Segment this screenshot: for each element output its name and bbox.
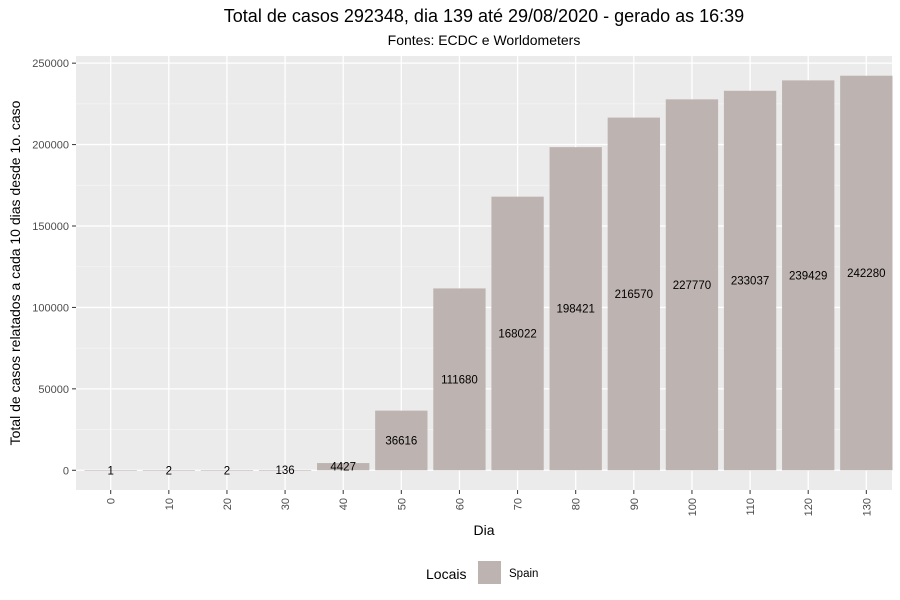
bar-70 (491, 196, 544, 471)
y-tick-label: 50000 (38, 384, 69, 396)
legend-label-spain: Spain (509, 568, 538, 580)
y-tick-label: 250000 (32, 58, 69, 70)
y-tick-label: 200000 (32, 140, 69, 152)
y-axis-title: Total de casos relatados a cada 10 dias … (7, 100, 23, 445)
legend-title: Locais (426, 566, 466, 582)
bar-80 (549, 147, 602, 471)
bar-0 (84, 470, 137, 471)
x-axis-title: Dia (473, 522, 494, 538)
bar-30 (258, 470, 312, 471)
data-label-80: 198421 (557, 304, 595, 316)
data-label-120: 239429 (789, 270, 827, 282)
bar-100 (665, 99, 719, 471)
bar-60 (433, 288, 486, 471)
chart-title: Total de casos 292348, dia 139 até 29/08… (224, 6, 744, 26)
data-labels: 1 2 2 136 4427 36616 111680 168022 198421 216570 2… (107, 268, 885, 477)
x-tick-label: 60 (454, 498, 466, 510)
data-label-0: 1 (107, 465, 113, 477)
data-label-100: 227770 (673, 280, 711, 292)
x-tick-label: 50 (396, 498, 408, 510)
data-label-90: 216570 (615, 289, 653, 301)
x-axis: 0 10 20 30 40 50 60 70 80 90 100 110 120 130 (106, 490, 873, 516)
x-tick-label: 10 (164, 498, 176, 510)
x-tick-label: 30 (280, 498, 292, 510)
data-label-60: 111680 (441, 374, 478, 386)
data-label-40: 4427 (330, 462, 356, 474)
x-tick-label: 40 (338, 498, 350, 510)
bars (84, 75, 893, 471)
data-label-110: 233037 (731, 276, 769, 288)
bar-90 (607, 117, 660, 471)
data-label-70: 168022 (498, 328, 536, 340)
x-tick-label: 120 (803, 498, 815, 516)
bar-130 (840, 75, 893, 471)
x-tick-label: 110 (745, 498, 757, 516)
legend-key-spain (478, 561, 501, 584)
data-label-20: 2 (224, 465, 230, 477)
bar-120 (782, 80, 835, 471)
data-label-50: 36616 (385, 435, 417, 447)
x-tick-label: 80 (571, 498, 583, 510)
data-label-30: 136 (275, 465, 294, 477)
bar-10 (142, 470, 195, 471)
x-tick-label: 70 (513, 498, 525, 510)
x-tick-label: 100 (687, 498, 699, 516)
legend: Locais Spain (426, 561, 538, 584)
data-label-10: 2 (166, 465, 172, 477)
y-tick-label: 0 (63, 465, 69, 477)
bar-20 (200, 470, 254, 471)
y-axis: 0 50000 100000 150000 200000 250000 (32, 58, 76, 477)
x-tick-label: 90 (629, 498, 641, 510)
y-tick-label: 100000 (32, 302, 69, 314)
x-tick-label: 130 (861, 498, 873, 516)
chart-subtitle: Fontes: ECDC e Worldometers (388, 32, 581, 48)
data-label-130: 242280 (847, 268, 885, 280)
bar-40 (317, 463, 370, 471)
y-tick-label: 150000 (32, 221, 69, 233)
x-tick-label: 0 (106, 498, 118, 504)
bar-50 (375, 410, 428, 471)
bar-110 (723, 90, 777, 471)
x-tick-label: 20 (222, 498, 234, 510)
